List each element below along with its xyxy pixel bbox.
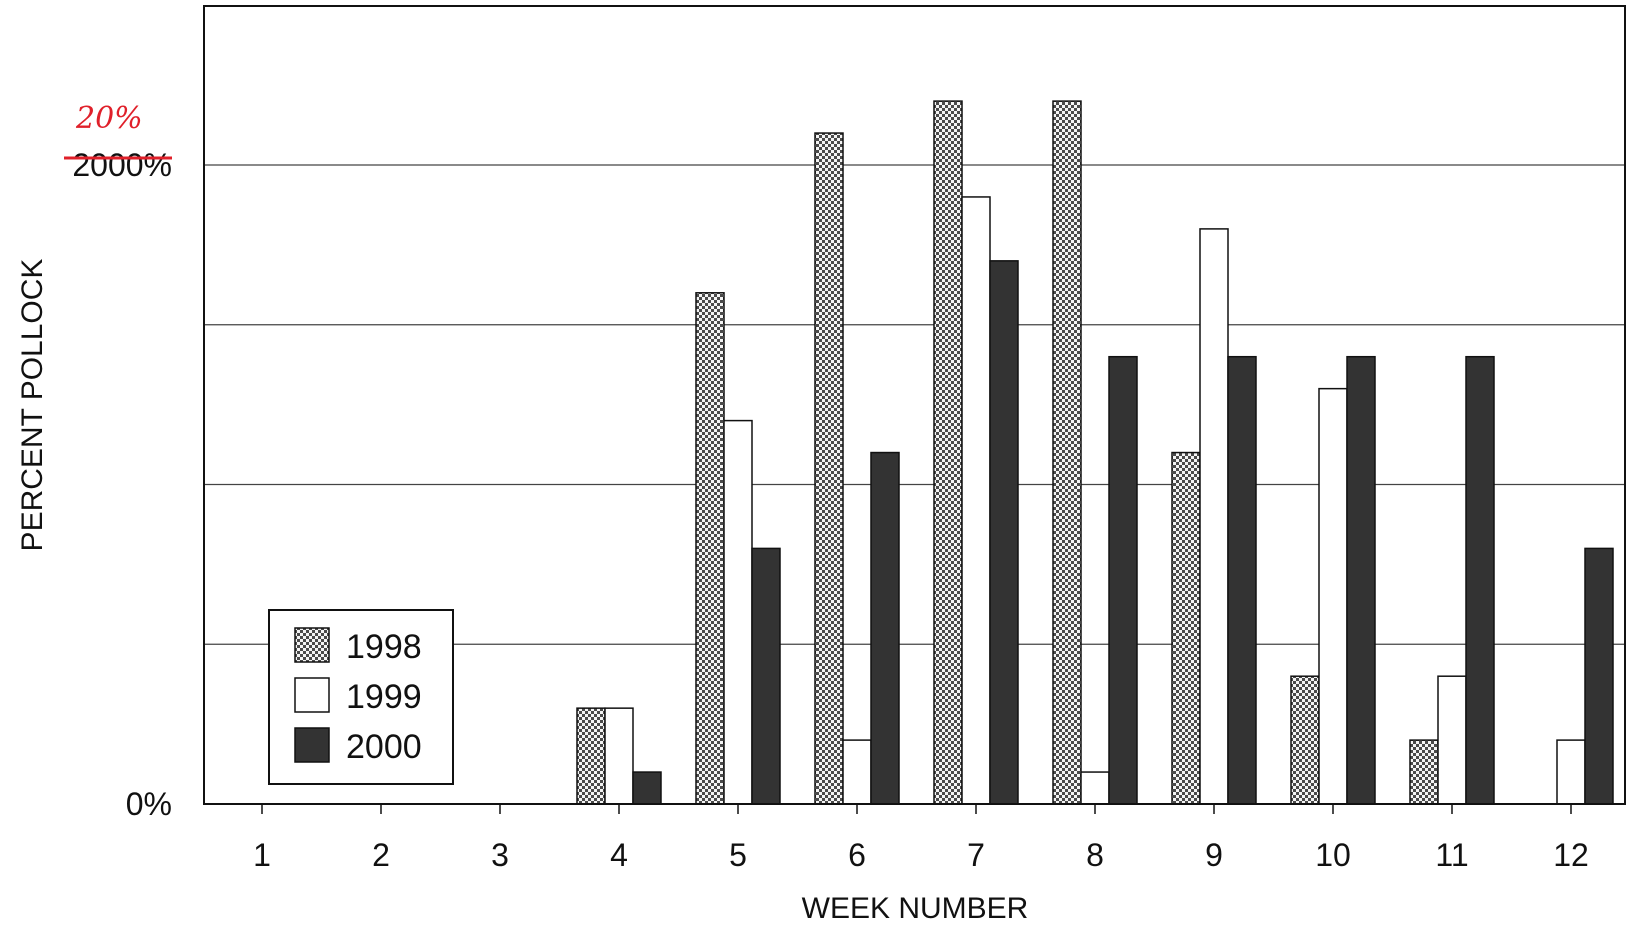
- handwritten-correction: 20%: [75, 101, 143, 136]
- x-tick-label: 2: [372, 837, 390, 873]
- y-tick-label: 2000%: [72, 147, 172, 183]
- bar-1998-week-10: [1290, 675, 1320, 805]
- bar-1998-week-9: [1171, 451, 1201, 805]
- x-tick-label: 11: [1435, 837, 1468, 873]
- bar-1998-week-6: [814, 132, 844, 805]
- bar-2000-week-11: [1465, 355, 1495, 805]
- bar-1999-week-8: [1080, 771, 1110, 805]
- x-tick-label: 3: [491, 837, 509, 873]
- bar-1999-week-9: [1199, 228, 1229, 805]
- x-tick-label: 7: [967, 837, 985, 873]
- bar-1998-week-11: [1409, 739, 1439, 805]
- bars: [576, 100, 1614, 805]
- bar-1999-week-7: [961, 196, 991, 805]
- bar-2000-week-12: [1584, 547, 1614, 805]
- bar-2000-week-9: [1227, 355, 1257, 805]
- bar-2000-week-10: [1346, 355, 1376, 805]
- bar-1998-week-8: [1052, 100, 1082, 805]
- bar-2000-week-6: [870, 451, 900, 805]
- x-tick-label: 10: [1315, 837, 1351, 873]
- y-axis-ticks: 0% 2000%: [72, 147, 172, 822]
- x-tick-label: 6: [848, 837, 866, 873]
- x-tick-label: 8: [1086, 837, 1104, 873]
- bar-2000-week-5: [751, 547, 781, 805]
- x-tick-label: 9: [1205, 837, 1223, 873]
- legend-swatch-1998: [294, 627, 330, 663]
- bar-1998-week-4: [576, 707, 606, 805]
- bar-1999-week-6: [842, 739, 872, 805]
- x-tick-label: 1: [253, 837, 271, 873]
- bar-1999-week-4: [604, 707, 634, 805]
- bar-1999-week-10: [1318, 387, 1348, 805]
- x-tick-label: 4: [610, 837, 628, 873]
- bar-2000-week-7: [989, 260, 1019, 805]
- bar-1999-week-11: [1437, 675, 1467, 805]
- legend-label-1999: 1999: [346, 678, 422, 716]
- legend-swatch-2000: [294, 727, 330, 763]
- legend-label-2000: 2000: [346, 728, 422, 766]
- legend-swatch-1999: [294, 677, 330, 713]
- bar-1999-week-5: [723, 419, 753, 805]
- x-axis-ticks: 1 2 3 4 5 6 7 8 9 10 11 12: [253, 804, 1589, 873]
- bar-2000-week-8: [1108, 355, 1138, 805]
- y-tick-label: 0%: [126, 786, 172, 822]
- bar-2000-week-4: [632, 771, 662, 805]
- bar-1998-week-5: [695, 292, 725, 805]
- plot-frame: [203, 5, 1626, 805]
- x-tick-label: 5: [729, 837, 747, 873]
- legend-label-1998: 1998: [346, 628, 422, 666]
- legend: 1998 1999 2000: [268, 609, 454, 785]
- gridlines: [204, 164, 1625, 645]
- bar-1999-week-12: [1556, 739, 1586, 805]
- bar-1998-week-7: [933, 100, 963, 805]
- x-axis-title: WEEK NUMBER: [802, 892, 1029, 925]
- y-axis-title: PERCENT POLLOCK: [16, 259, 49, 552]
- x-tick-label: 12: [1553, 837, 1589, 873]
